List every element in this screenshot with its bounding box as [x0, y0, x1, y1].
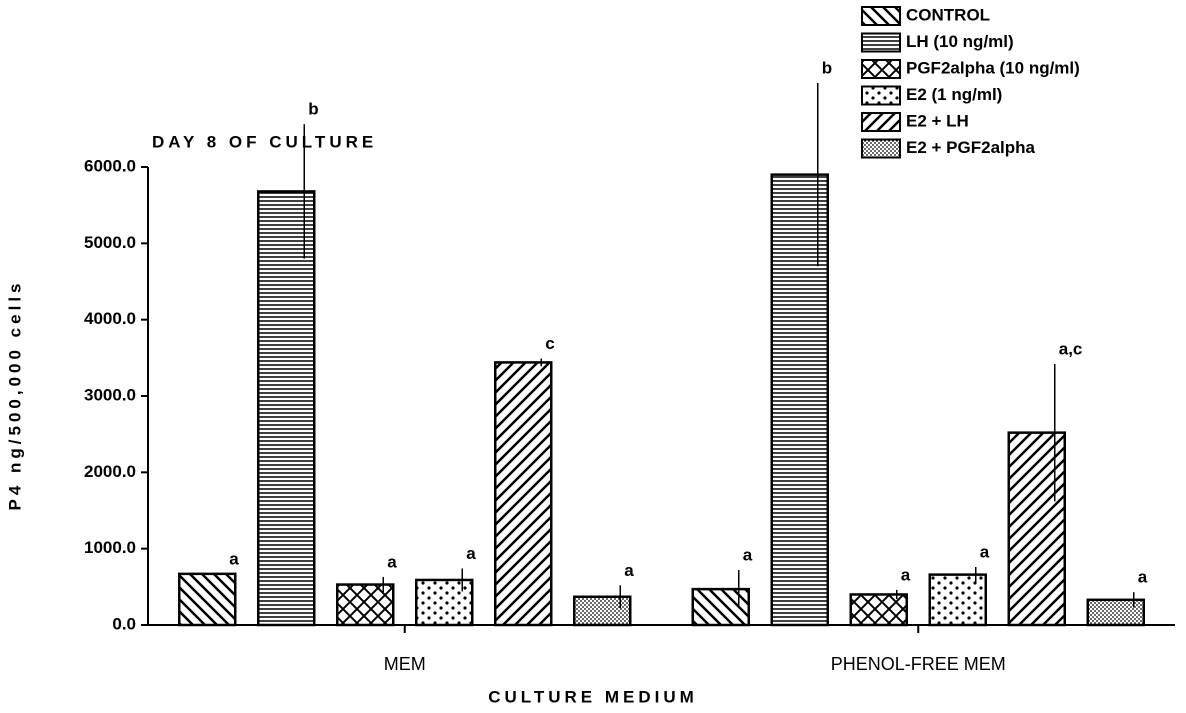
legend-swatch: [861, 59, 901, 79]
bar: [849, 593, 908, 627]
legend-label: CONTROL: [906, 5, 990, 24]
legend-swatch: [861, 6, 901, 26]
y-tick-label: 0.0: [112, 614, 136, 633]
significance-letter: a: [387, 552, 397, 571]
bar: [257, 190, 316, 627]
significance-letter: b: [822, 59, 832, 78]
legend-label: PGF2alpha (10 ng/ml): [906, 58, 1080, 77]
x-axis-label: CULTURE MEDIUM: [488, 687, 698, 706]
bar: [178, 572, 237, 627]
chart-title: DAY 8 OF CULTURE: [152, 132, 377, 151]
bar: [691, 587, 750, 627]
y-tick-label: 6000.0: [84, 156, 136, 175]
y-axis-label: P4 ng/500,000 cells: [5, 280, 24, 511]
significance-letter: a: [901, 565, 911, 584]
legend-label: E2 + PGF2alpha: [906, 138, 1036, 157]
significance-letter: a: [980, 542, 990, 561]
significance-letter: a,c: [1059, 339, 1083, 358]
bar: [928, 573, 987, 627]
y-tick-label: 2000.0: [84, 462, 136, 481]
significance-letter: b: [308, 100, 318, 119]
bar: [770, 173, 829, 627]
bar: [573, 595, 632, 627]
legend-label: E2 (1 ng/ml): [906, 85, 1002, 104]
bar: [336, 583, 395, 627]
bar: [1007, 431, 1066, 627]
y-tick-label: 3000.0: [84, 385, 136, 404]
bar: [415, 578, 474, 627]
y-tick-label: 4000.0: [84, 309, 136, 328]
bar: [494, 361, 553, 627]
significance-letter: a: [624, 561, 634, 580]
y-tick-label: 5000.0: [84, 233, 136, 252]
significance-letter: a: [1138, 568, 1148, 587]
legend-label: E2 + LH: [906, 111, 969, 130]
significance-letter: a: [743, 546, 753, 565]
legend-swatch: [861, 138, 901, 159]
bar: [1086, 598, 1145, 627]
x-tick-label: PHENOL-FREE MEM: [831, 654, 1006, 674]
legend-swatch: [861, 85, 901, 106]
y-tick-label: 1000.0: [84, 538, 136, 557]
x-tick-label: MEM: [384, 654, 426, 674]
significance-letter: a: [229, 549, 239, 568]
legend-swatch: [861, 32, 901, 53]
legend-swatch: [861, 112, 901, 132]
legend-label: LH (10 ng/ml): [906, 32, 1014, 51]
significance-letter: c: [545, 334, 554, 353]
significance-letter: a: [466, 544, 476, 563]
